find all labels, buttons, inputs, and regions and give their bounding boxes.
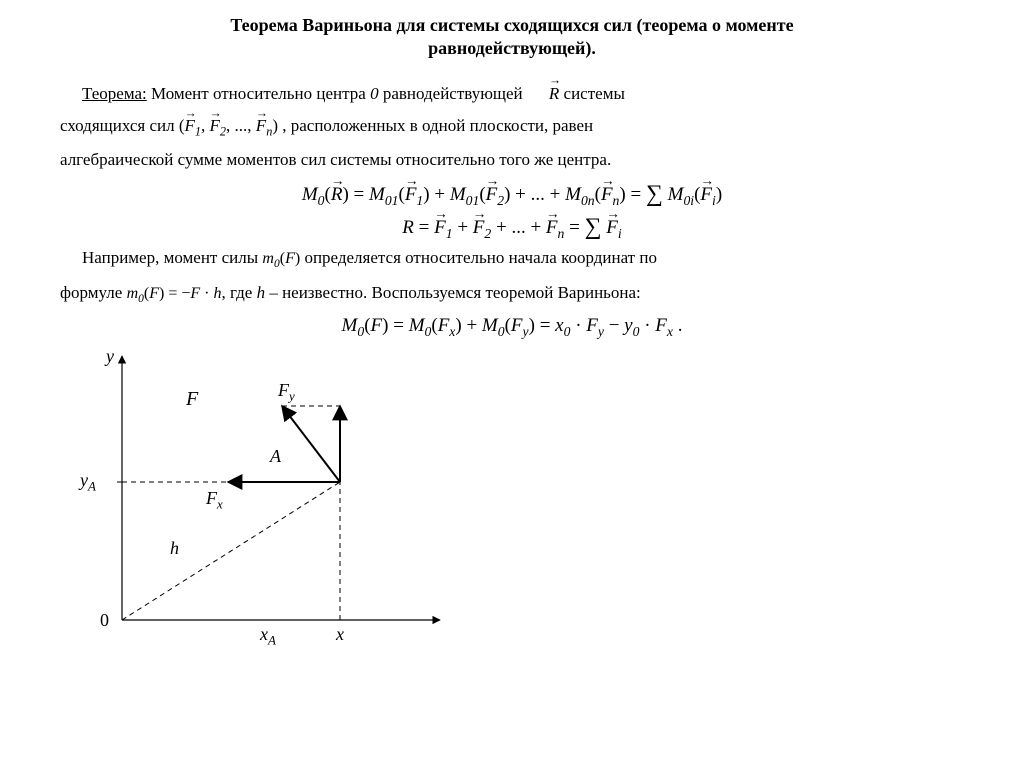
example-line1: Например, момент силы m0(F) определяется… (60, 245, 964, 274)
line2-b: , расположенных в одной плоскости, равен (278, 116, 593, 135)
diagram-svg (60, 348, 480, 658)
forces-c2: , ..., (226, 116, 256, 135)
theorem-label: Теорема: (82, 84, 147, 103)
equation-1: M0(R) = M01(F1) + M01(F2) + ... + M0n(Fn… (60, 180, 964, 209)
label-F: F (186, 388, 198, 411)
label-y: y (106, 346, 114, 367)
ex-b: определяется относительно начала координ… (300, 248, 657, 267)
theorem-zero: 0 (370, 84, 379, 103)
ex-a: Например, момент силы (82, 248, 262, 267)
ex-h: h (257, 283, 266, 302)
line2-a: сходящихся сил (60, 116, 179, 135)
ex2-a: формуле (60, 283, 127, 302)
theorem-text-b: равнодействующей (379, 84, 527, 103)
forces-c1: , (201, 116, 210, 135)
title-line-2: равнодействующей). (428, 38, 596, 58)
label-Fx: Fx (206, 488, 223, 513)
equation-3: M0(F) = M0(Fx) + M0(Fy) = x0 · Fy − y0 ·… (60, 315, 964, 340)
line2: сходящихся сил (F1, F2, ..., Fn) , распо… (60, 113, 964, 141)
forces-f1: F (185, 113, 195, 139)
equation-2: R = F1 + F2 + ... + Fn = ∑ Fi (60, 213, 964, 242)
title-line-1: Теорема Вариньона для системы сходящихся… (230, 15, 793, 35)
theorem-paragraph: Теорема: Момент относительно центра 0 ра… (60, 81, 964, 107)
label-h: h (170, 538, 179, 559)
theorem-text-a: Момент относительно центра (147, 84, 370, 103)
label-zero: 0 (100, 610, 109, 631)
forces-f2: F (210, 113, 220, 139)
label-A: A (270, 446, 281, 467)
ex2-b: , где (221, 283, 256, 302)
line3: алгебраической сумме моментов сил систем… (60, 147, 964, 173)
vector-f (282, 406, 340, 482)
label-Fy: Fy (278, 380, 295, 405)
label-xA: xA (260, 624, 276, 649)
example-line2: формуле m0(F) = −F · h, где h – неизвест… (60, 280, 964, 309)
theorem-r-vec: R (527, 81, 559, 107)
page-title: Теорема Вариньона для системы сходящихся… (137, 14, 887, 61)
theorem-text-c: системы (559, 84, 625, 103)
dash-h-line (122, 482, 340, 620)
forces-fn: F (256, 113, 266, 139)
force-diagram: y F Fy yA A Fx h 0 xA x (60, 348, 480, 658)
label-x: x (336, 624, 344, 645)
label-yA: yA (80, 470, 96, 495)
ex2-c: – неизвестно. Воспользуемся теоремой Вар… (265, 283, 641, 302)
